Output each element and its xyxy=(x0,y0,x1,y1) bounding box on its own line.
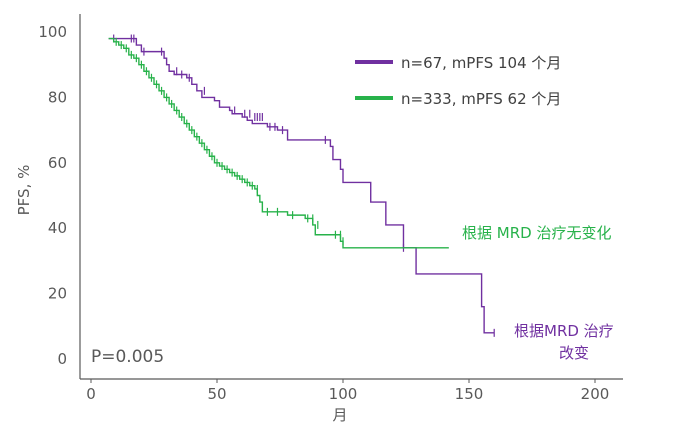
y-tick-labels: 0 20 40 60 80 100 xyxy=(38,23,67,368)
legend-label-purple: n=67, mPFS 104 个月 xyxy=(401,54,561,72)
legend: n=67, mPFS 104 个月 n=333, mPFS 62 个月 xyxy=(355,54,561,108)
y-tick-label: 100 xyxy=(38,23,67,41)
x-tick-label: 200 xyxy=(581,385,610,403)
legend-label-green: n=333, mPFS 62 个月 xyxy=(401,90,561,108)
y-tick-label: 40 xyxy=(48,219,67,237)
x-tick-label: 0 xyxy=(86,385,96,403)
y-tick-label: 0 xyxy=(57,350,67,368)
purple-end-label-line2: 改变 xyxy=(559,344,589,362)
p-value: P=0.005 xyxy=(91,347,164,367)
purple-km-curve xyxy=(108,37,495,334)
x-tick-labels: 0 50 100 150 200 xyxy=(86,379,609,403)
y-tick-label: 80 xyxy=(48,88,67,106)
purple-end-label-line1: 根据MRD 治疗 xyxy=(514,322,614,340)
x-tick-label: 150 xyxy=(455,385,484,403)
y-tick-label: 60 xyxy=(48,154,67,172)
y-tick-label: 20 xyxy=(48,285,67,303)
x-tick-label: 50 xyxy=(207,385,226,403)
x-tick-label: 100 xyxy=(329,385,358,403)
y-axis-title: PFS, % xyxy=(15,165,33,216)
green-km-curve xyxy=(108,37,449,249)
green-end-label: 根据 MRD 治疗无变化 xyxy=(462,224,611,242)
x-axis-title: 月 xyxy=(332,406,347,424)
series-layer xyxy=(108,34,495,337)
